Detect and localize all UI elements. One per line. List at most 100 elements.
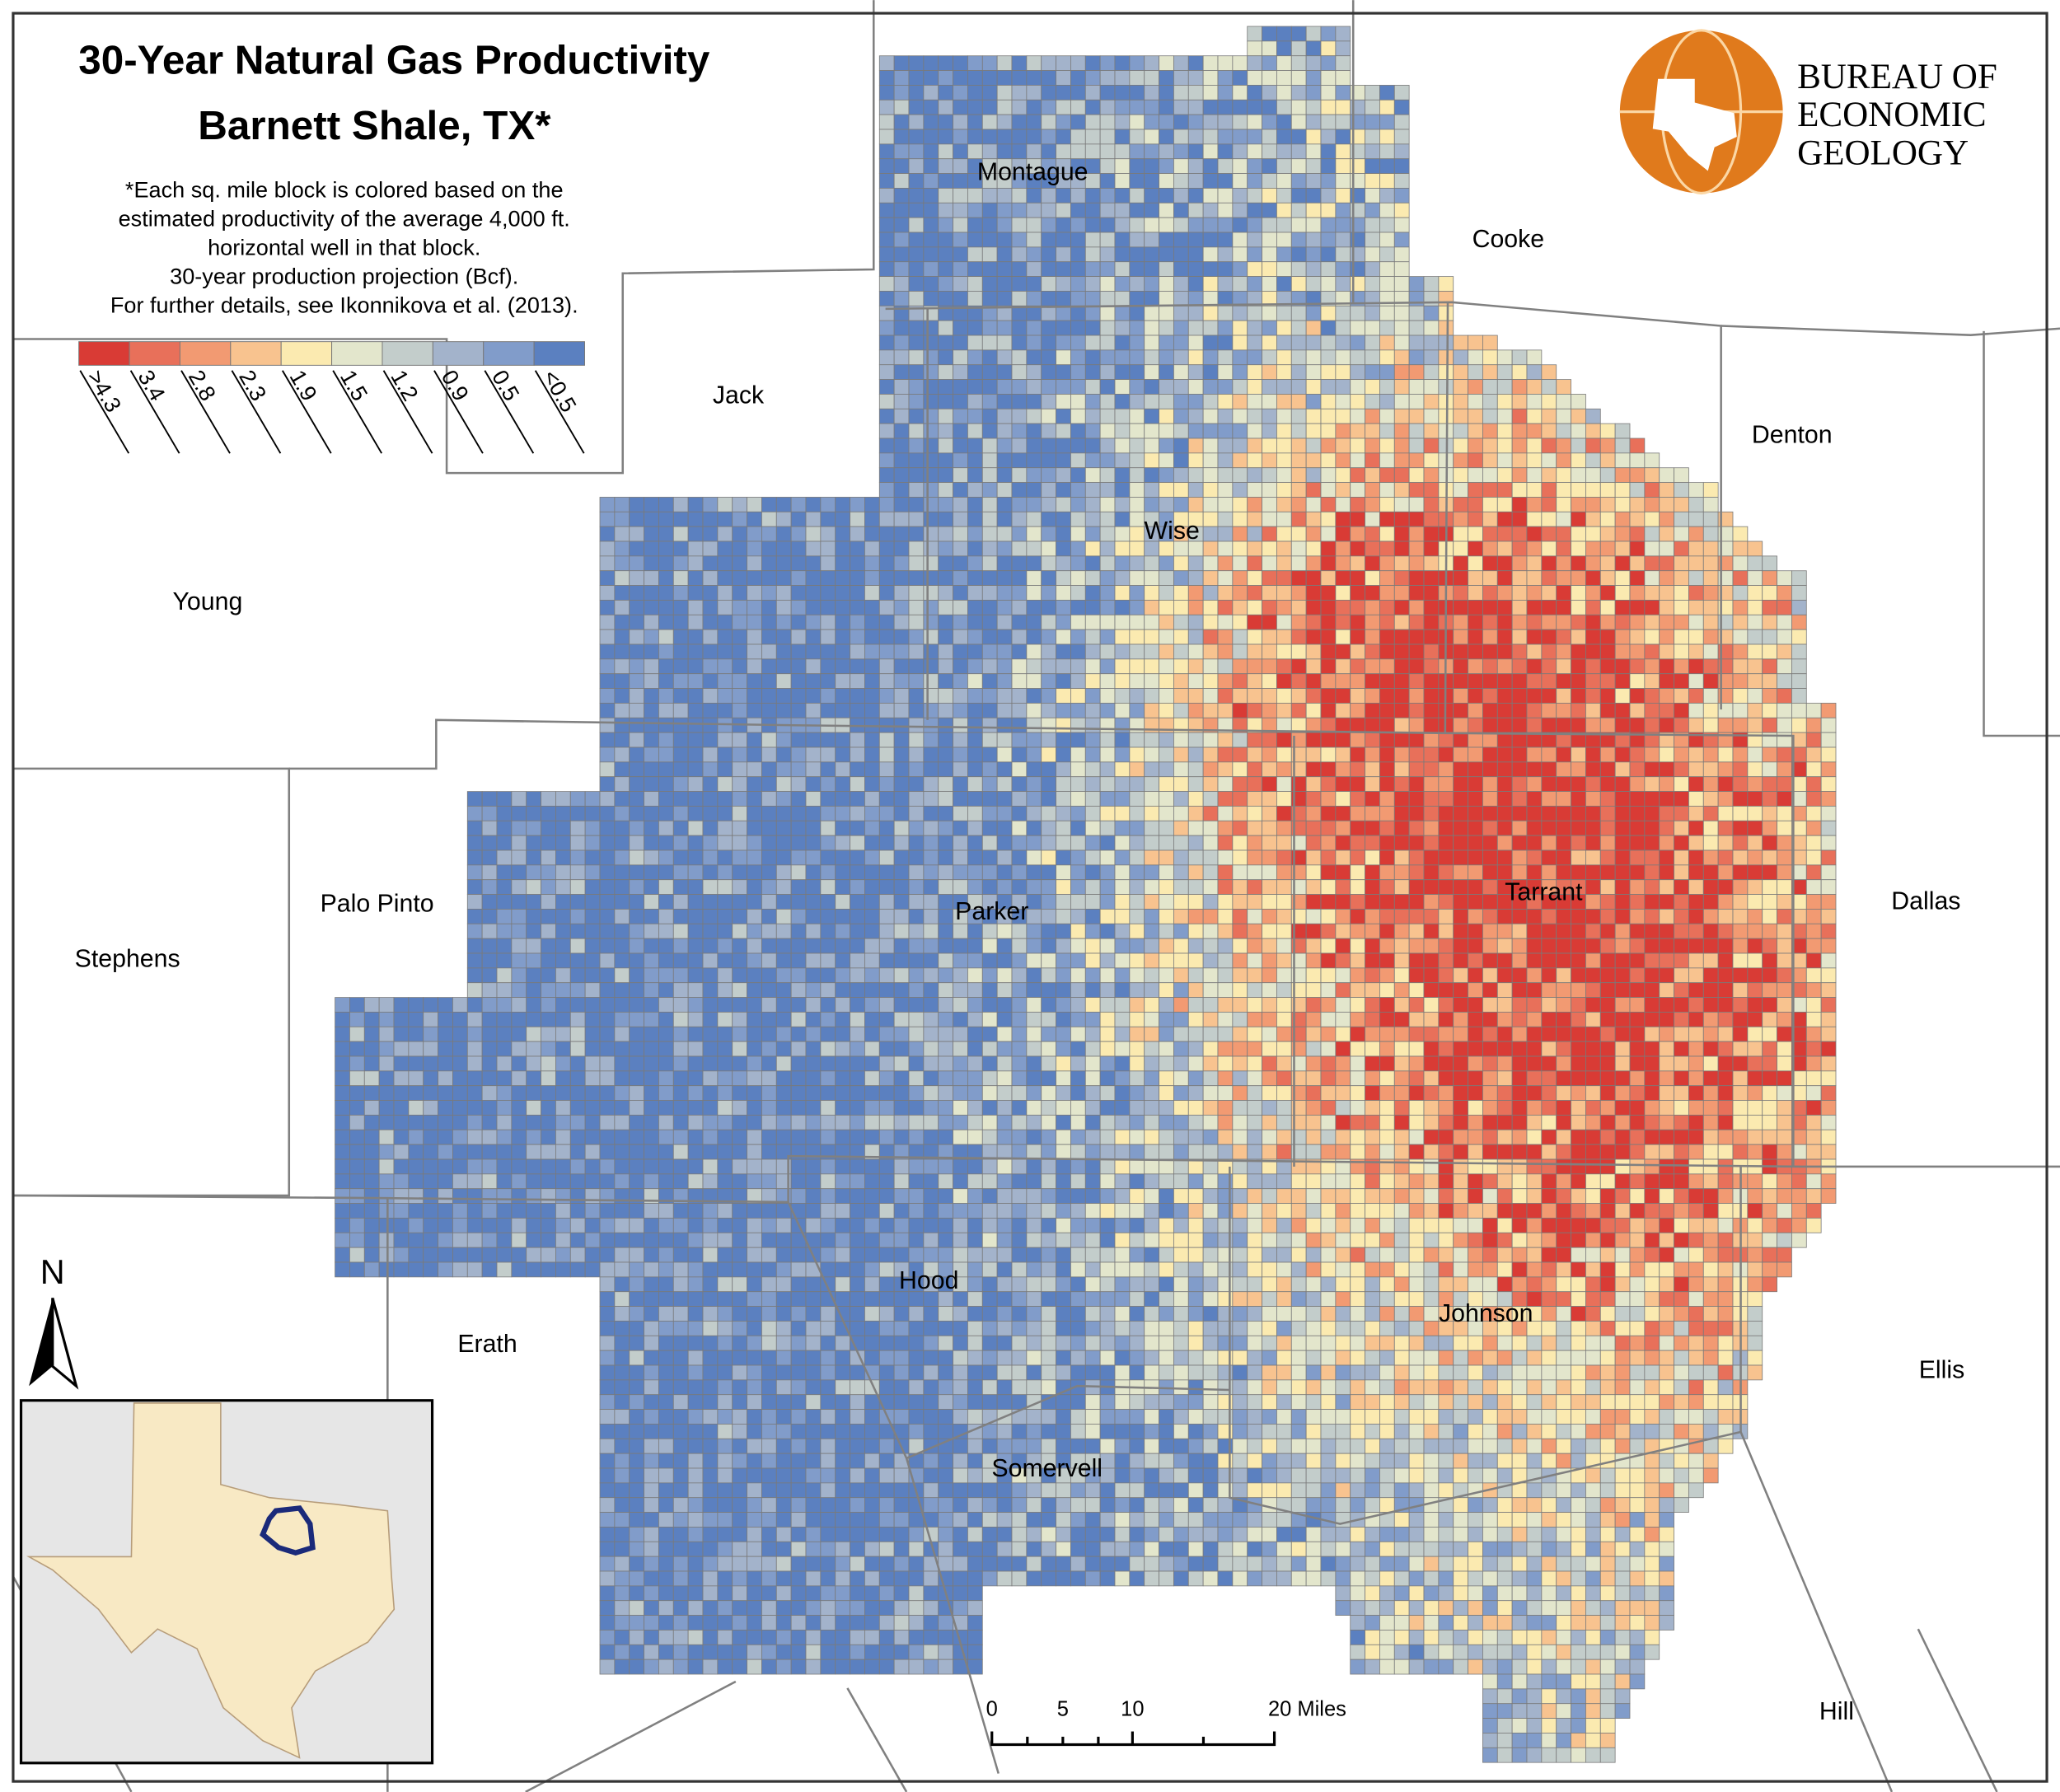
grid-cell <box>938 570 953 586</box>
grid-cell <box>496 864 513 881</box>
grid-cell <box>1585 688 1601 704</box>
grid-cell <box>1011 820 1028 836</box>
grid-cell <box>878 849 895 866</box>
grid-cell <box>1688 761 1704 778</box>
grid-cell <box>981 99 998 115</box>
grid-cell <box>1202 894 1219 910</box>
grid-cell <box>864 982 880 998</box>
grid-cell <box>599 909 616 924</box>
grid-cell <box>1482 864 1498 881</box>
grid-cell <box>614 820 630 836</box>
grid-cell <box>584 909 601 924</box>
grid-cell <box>1217 423 1234 439</box>
grid-cell <box>732 791 747 807</box>
grid-cell <box>1365 982 1380 998</box>
grid-cell <box>1526 452 1543 469</box>
grid-cell <box>1129 70 1145 86</box>
grid-cell <box>1379 188 1395 204</box>
grid-cell <box>1644 1026 1660 1042</box>
grid-cell <box>1541 1012 1557 1027</box>
grid-cell <box>923 70 939 86</box>
grid-cell <box>658 849 674 866</box>
grid-cell <box>893 320 910 336</box>
grid-cell <box>1232 1100 1248 1116</box>
grid-cell <box>953 732 968 748</box>
grid-cell <box>850 585 865 601</box>
grid-cell <box>996 600 1013 615</box>
grid-cell <box>1482 879 1498 895</box>
grid-cell <box>1423 820 1440 836</box>
grid-cell <box>1305 849 1322 866</box>
grid-cell <box>658 967 674 984</box>
grid-cell <box>1159 585 1174 601</box>
grid-cell <box>1290 202 1307 218</box>
grid-cell <box>717 938 733 954</box>
grid-cell <box>1276 1012 1292 1027</box>
grid-cell <box>629 938 644 954</box>
grid-cell <box>1556 1012 1571 1027</box>
grid-cell <box>1511 717 1528 733</box>
grid-cell <box>1526 437 1543 454</box>
grid-cell <box>878 909 895 924</box>
grid-cell <box>1114 600 1131 615</box>
grid-cell <box>717 570 733 586</box>
grid-cell <box>893 1026 910 1042</box>
grid-cell <box>1408 1012 1425 1027</box>
grid-cell <box>1614 820 1631 836</box>
grid-cell <box>466 894 483 910</box>
grid-cell <box>1173 1041 1189 1057</box>
grid-cell <box>893 629 910 645</box>
grid-cell <box>1717 776 1734 792</box>
grid-cell <box>967 982 983 998</box>
grid-cell <box>614 732 630 748</box>
grid-cell <box>702 540 719 557</box>
grid-cell <box>584 791 601 807</box>
grid-cell <box>747 585 762 601</box>
grid-cell <box>1320 717 1337 733</box>
grid-cell <box>1805 879 1822 895</box>
grid-cell <box>1585 909 1601 924</box>
grid-cell <box>1747 614 1763 630</box>
grid-cell <box>584 923 601 939</box>
grid-cell <box>1762 806 1777 821</box>
grid-cell <box>1453 952 1468 969</box>
grid-cell <box>1335 364 1351 380</box>
grid-cell <box>1159 1100 1174 1116</box>
grid-cell <box>363 1100 380 1116</box>
grid-cell <box>1468 1055 1483 1072</box>
grid-cell <box>1305 349 1322 366</box>
grid-cell <box>908 114 925 130</box>
grid-cell <box>702 761 719 778</box>
grid-cell <box>1187 820 1204 836</box>
grid-cell <box>1747 570 1763 586</box>
grid-cell <box>1644 585 1660 601</box>
grid-cell <box>1599 746 1616 763</box>
grid-cell <box>702 717 719 733</box>
grid-cell <box>1511 732 1528 748</box>
grid-cell <box>599 1012 616 1027</box>
grid-cell <box>923 923 939 939</box>
grid-cell <box>1026 835 1042 851</box>
grid-cell <box>1070 85 1086 101</box>
grid-cell <box>1453 688 1468 704</box>
grid-cell <box>1408 1026 1425 1042</box>
grid-cell <box>893 394 910 409</box>
grid-cell <box>1084 1055 1101 1072</box>
grid-cell <box>1262 1055 1277 1072</box>
grid-cell <box>1084 688 1101 704</box>
grid-cell <box>850 1026 865 1042</box>
grid-cell <box>1496 923 1513 939</box>
grid-cell <box>1202 364 1219 380</box>
grid-cell <box>1041 511 1056 527</box>
grid-cell <box>687 776 704 792</box>
grid-cell <box>967 614 983 630</box>
grid-cell <box>938 99 953 115</box>
grid-cell <box>1541 820 1557 836</box>
grid-cell <box>599 1041 616 1057</box>
grid-cell <box>1408 835 1425 851</box>
grid-cell <box>1099 482 1116 498</box>
grid-cell <box>908 70 925 86</box>
grid-cell <box>1541 938 1557 954</box>
grid-cell <box>1379 173 1395 189</box>
grid-cell <box>1526 364 1543 380</box>
